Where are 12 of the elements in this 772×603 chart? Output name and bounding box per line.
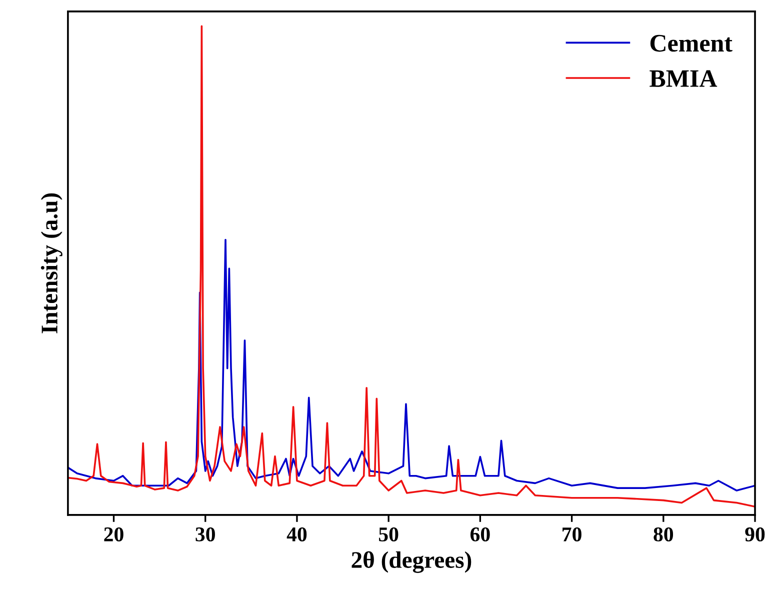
x-tick-label: 20 [104,527,124,542]
x-axis-title: 2θ (degrees) [352,551,472,573]
x-tick-label: 30 [196,527,215,542]
x-tick-label: 80 [654,527,674,542]
legend-label: BMIA [650,70,718,87]
x-tick-label: 40 [286,527,307,542]
x-tick-label: 60 [470,527,490,542]
x-tick-label: 90 [745,527,765,542]
x-tick-label: 70 [562,527,582,542]
y-axis-title: Intensity (a.u) [40,193,62,334]
legend-label: Cement [650,34,732,52]
x-tick-label: 50 [378,527,398,542]
